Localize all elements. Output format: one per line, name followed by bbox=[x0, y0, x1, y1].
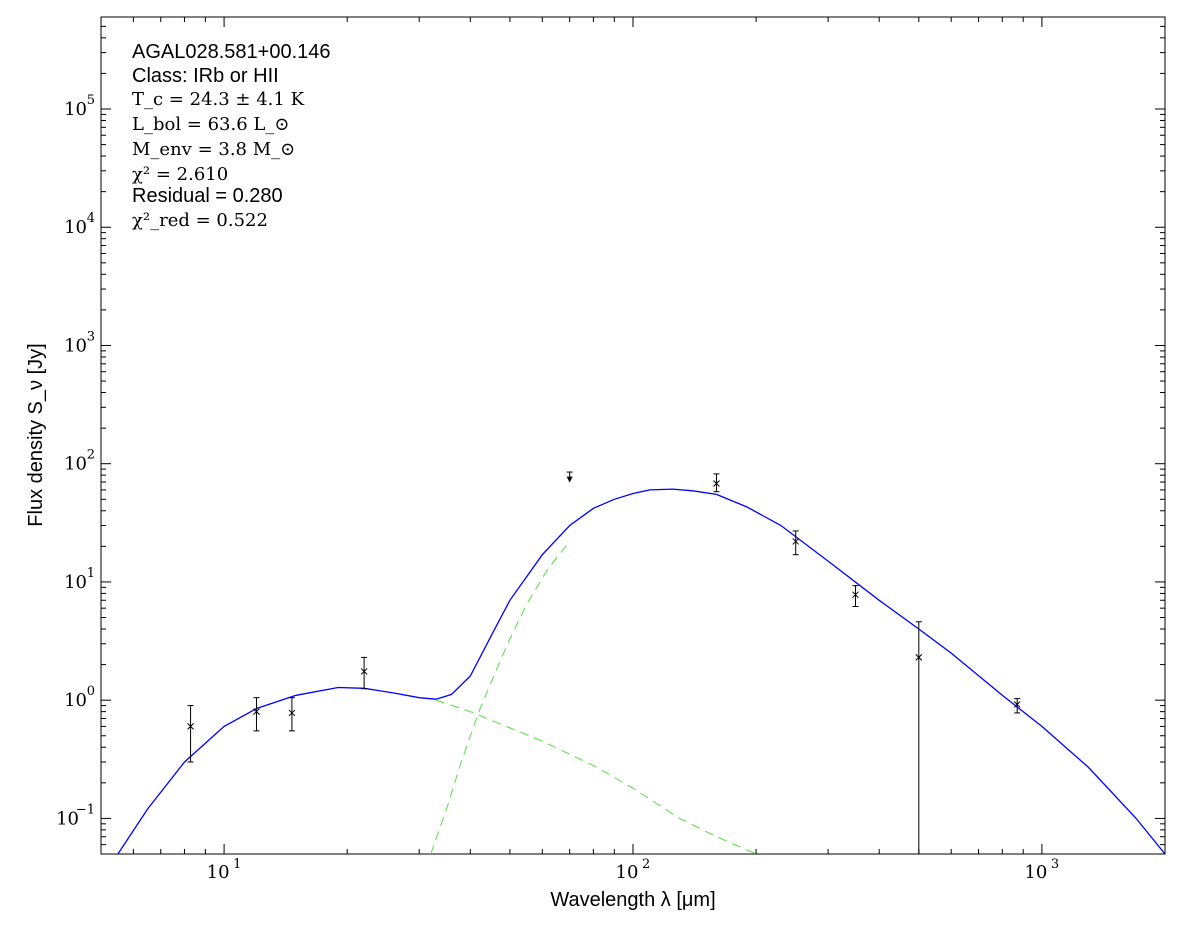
data-point bbox=[792, 538, 800, 545]
x-tick-exponent: 1 bbox=[233, 857, 241, 872]
upper-limit-arrow bbox=[566, 476, 573, 483]
annotation-class: Class: IRb or HII bbox=[132, 65, 279, 87]
y-tick-label: 10 bbox=[64, 690, 87, 711]
x-tick-exponent: 2 bbox=[642, 857, 650, 872]
annotation-chi2red: χ²_red = 0.522 bbox=[132, 210, 268, 231]
data-point bbox=[915, 654, 923, 661]
y-tick-label: 10 bbox=[64, 335, 87, 356]
plot-area bbox=[100, 16, 1166, 855]
y-axis-title: Flux density S_ν [Jy] bbox=[25, 343, 47, 526]
x-tick-labels: 10 1 10 2 10 3 bbox=[207, 857, 1060, 883]
annotation-residual: Residual = 0.280 bbox=[132, 185, 283, 207]
x-tick-label: 10 bbox=[207, 862, 230, 883]
y-tick-exponent: 0 bbox=[87, 684, 95, 699]
y-tick-label: 10 bbox=[64, 99, 87, 120]
y-tick-label: 10 bbox=[64, 217, 87, 238]
data-point bbox=[713, 480, 720, 487]
annotation-lbol: L_bol = 63.6 L_⊙ bbox=[132, 114, 289, 135]
y-tick-label: 10 bbox=[56, 808, 79, 829]
annotation-menv: M_env = 3.8 M_⊙ bbox=[132, 139, 295, 160]
model-lines bbox=[117, 488, 1165, 854]
data-point bbox=[288, 709, 296, 717]
annotation-source: AGAL028.581+00.146 bbox=[132, 41, 331, 63]
x-axis-title: Wavelength λ [μm] bbox=[550, 889, 715, 911]
x-tick-label: 10 bbox=[616, 862, 639, 883]
y-tick-exponent: 1 bbox=[87, 566, 95, 581]
minor-ticks bbox=[100, 16, 1166, 855]
y-tick-exponent: −1 bbox=[76, 802, 95, 817]
major-ticks bbox=[101, 17, 1165, 854]
y-tick-exponent: 5 bbox=[87, 93, 95, 108]
data-point bbox=[360, 668, 368, 675]
component-line-1 bbox=[430, 541, 571, 854]
x-tick-label: 10 bbox=[1024, 862, 1047, 883]
x-tick-exponent: 3 bbox=[1051, 857, 1059, 872]
y-tick-exponent: 4 bbox=[87, 211, 95, 226]
y-tick-label: 10 bbox=[64, 454, 87, 475]
data-point bbox=[1013, 701, 1021, 708]
annotation-tc: T_c = 24.3 ± 4.1 K bbox=[132, 89, 305, 110]
y-tick-label: 10 bbox=[64, 572, 87, 593]
annotation-block: AGAL028.581+00.146 Class: IRb or HII T_c… bbox=[132, 41, 331, 231]
y-tick-exponent: 3 bbox=[87, 329, 95, 344]
data-point bbox=[852, 591, 859, 599]
data-points bbox=[187, 471, 1021, 854]
plot-frame bbox=[100, 16, 1166, 855]
annotation-chi2: χ² = 2.610 bbox=[132, 164, 228, 185]
data-point bbox=[253, 708, 260, 715]
total-fit-line bbox=[117, 488, 1165, 854]
data-point bbox=[187, 723, 194, 730]
y-tick-exponent: 2 bbox=[87, 448, 95, 463]
component-line-2 bbox=[435, 699, 757, 854]
